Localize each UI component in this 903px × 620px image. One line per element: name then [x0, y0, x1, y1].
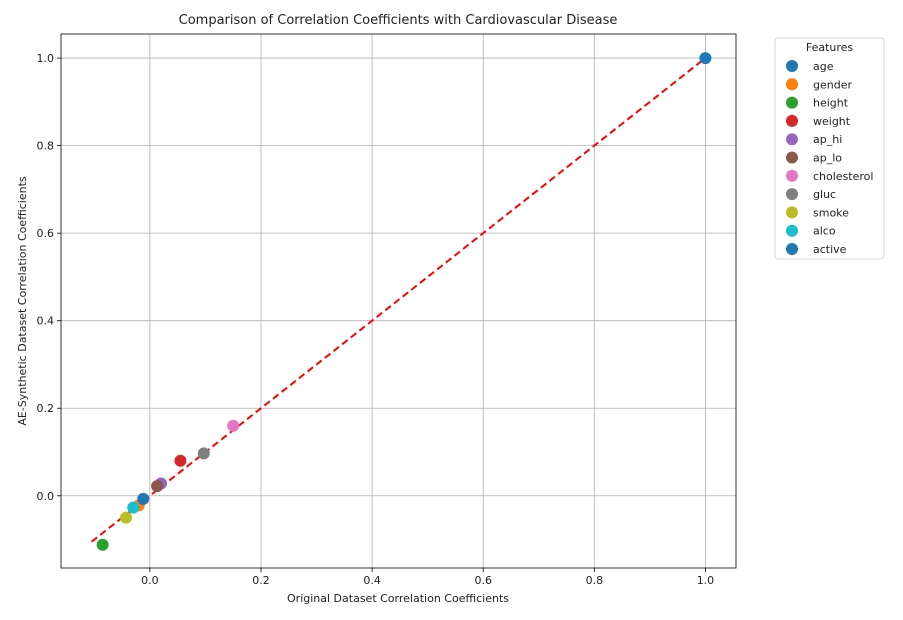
legend-label-ap-hi: ap_hi [813, 133, 842, 146]
x-axis-ticks: 0.0 0.2 0.4 0.6 0.8 1.0 [141, 568, 714, 587]
legend-label-cholesterol: cholesterol [813, 170, 873, 183]
y-tick-label: 0.8 [37, 140, 55, 153]
legend-marker-weight [786, 114, 798, 127]
x-tick-label: 1.0 [697, 574, 715, 587]
plot-frame [60, 33, 737, 569]
point-alco [127, 501, 140, 514]
legend-label-gluc: gluc [813, 188, 836, 201]
legend-label-height: height [813, 97, 849, 110]
y-tick-label: 0.2 [37, 402, 55, 415]
legend-box [774, 37, 885, 260]
point-smoke [120, 511, 132, 524]
point-cholesterol [227, 419, 240, 432]
legend-marker-cholesterol [786, 169, 798, 182]
point-gluc [197, 447, 210, 460]
legend-label-gender: gender [813, 78, 852, 91]
grid [61, 34, 736, 568]
x-tick-label: 0.8 [586, 574, 604, 587]
x-tick-label: 0.6 [474, 574, 492, 587]
legend-marker-ap-lo [786, 151, 798, 164]
plot-area [60, 33, 737, 569]
point-age [699, 52, 712, 65]
legend-label-weight: weight [813, 115, 851, 128]
legend-marker-gluc [786, 188, 798, 201]
point-weight [174, 454, 187, 467]
legend-marker-height [786, 96, 798, 109]
legend-items: age gender height weight ap_hi ap_lo cholester… [786, 60, 873, 256]
legend-marker-active [786, 243, 798, 255]
legend: Features age gender height weight ap_hi ap_lo… [774, 37, 885, 260]
point-ap-lo [151, 480, 164, 493]
y-tick-label: 0.6 [37, 227, 55, 240]
chart-title: Comparison of Correlation Coefficients w… [179, 13, 618, 28]
y-tick-label: 0.4 [37, 315, 55, 328]
legend-marker-age [786, 60, 798, 72]
y-axis-label: AE-Synthetic Dataset Correlation Coeffic… [16, 176, 29, 426]
x-tick-label: 0.2 [252, 574, 270, 587]
x-tick-label: 0.0 [141, 574, 159, 587]
legend-label-active: active [813, 243, 847, 256]
legend-title: Features [806, 41, 854, 54]
legend-label-alco: alco [813, 225, 836, 238]
reference-line [90, 57, 707, 543]
y-tick-label: 1.0 [37, 52, 55, 65]
x-axis-label: Original Dataset Correlation Coefficient… [287, 592, 509, 605]
x-tick-label: 0.4 [363, 574, 381, 587]
reference-line-group [90, 57, 707, 543]
y-tick-label: 0.0 [37, 490, 55, 503]
legend-marker-alco [786, 224, 798, 237]
point-active [137, 492, 150, 505]
legend-label-smoke: smoke [813, 206, 849, 219]
y-axis-ticks: 0.0 0.2 0.4 0.6 0.8 1.0 [37, 52, 61, 503]
legend-marker-smoke [786, 206, 798, 219]
legend-marker-ap-hi [786, 133, 798, 146]
data-points [96, 52, 712, 551]
legend-label-ap-lo: ap_lo [813, 152, 842, 165]
point-height [96, 538, 109, 551]
legend-marker-gender [786, 78, 798, 91]
legend-label-age: age [813, 60, 834, 73]
